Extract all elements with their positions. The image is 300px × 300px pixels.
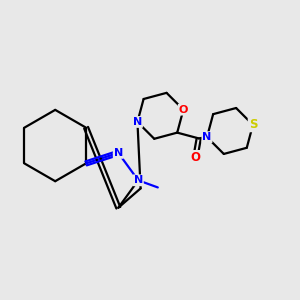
Text: N: N xyxy=(133,117,142,127)
Text: S: S xyxy=(249,118,257,131)
Text: O: O xyxy=(190,151,200,164)
Text: N: N xyxy=(114,148,123,158)
Text: N: N xyxy=(202,132,211,142)
Text: O: O xyxy=(179,105,188,115)
Text: N: N xyxy=(134,175,143,185)
